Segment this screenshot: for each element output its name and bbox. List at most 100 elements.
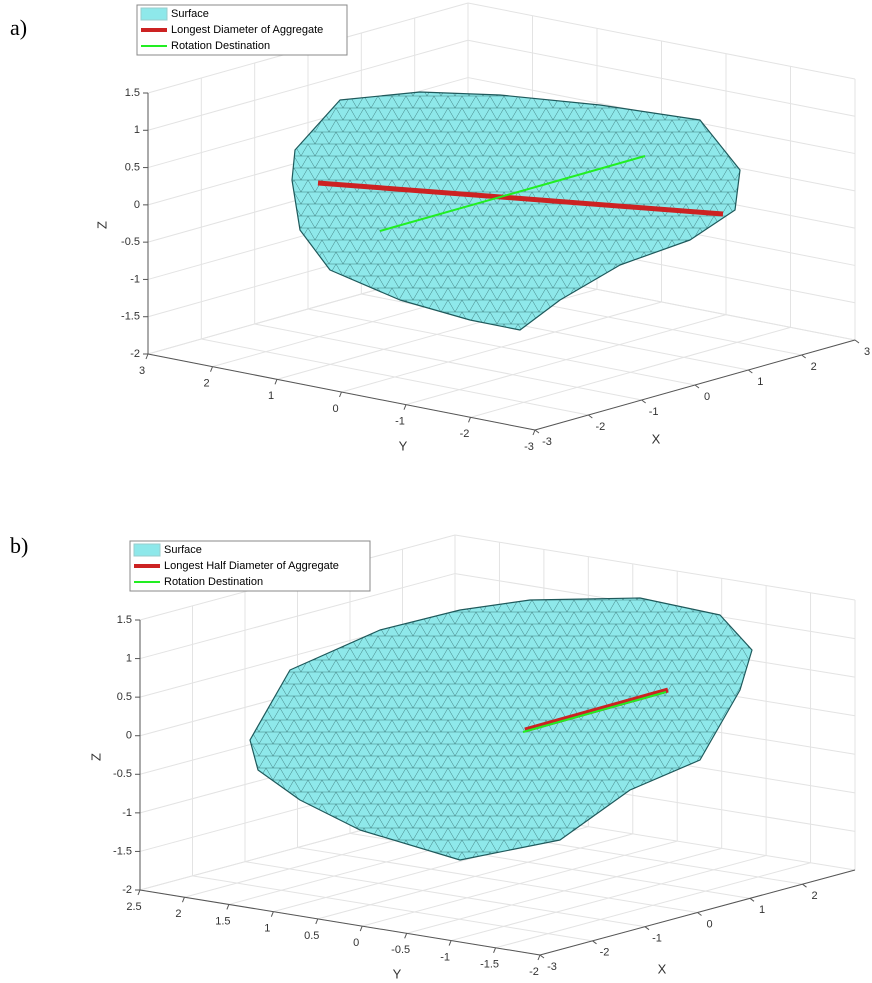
y-tick [274,379,278,385]
z-tick-label: -2 [122,884,132,896]
legend-swatch [133,543,161,557]
grid-line [406,847,722,934]
y-tick-label: 1 [268,390,274,402]
y-tick-label: -3 [524,441,534,453]
x-tick-label: -1 [649,406,659,418]
y-tick [270,911,274,917]
z-tick-label: -2 [130,348,140,360]
z-tick-label: 1 [126,652,132,664]
legend-swatch [140,7,168,21]
grid-line [467,2,856,80]
y-tick [137,889,141,896]
x-tick [697,912,702,916]
x-tick-label: 2 [811,890,817,902]
y-tick [359,925,363,932]
y-tick [448,940,452,946]
legend-entry: Surface [171,8,209,20]
y-tick-label: 0 [332,403,338,415]
panel-a: a) -3 -2 -1 0 1 2 3 -3 -2 -1 0 1 2 3 -2 -1.5 -1 -0.5 0 0.5 1 1… [10,2,870,453]
x-tick-label: -3 [542,436,552,448]
z-axis-label: Z [88,753,103,761]
y-axis-label: Y [393,966,402,981]
y-tick-label: -1 [395,416,405,428]
legend-box [136,4,348,56]
grid-line [341,301,662,393]
x-tick-label: -3 [547,961,557,973]
legend-box [129,540,371,592]
y-tick [537,954,541,961]
legend-entry: Surface [164,544,202,556]
z-tick-label: 0 [134,199,140,211]
z-tick-label: 1.5 [125,87,140,99]
z-tick-label: 1 [134,124,140,136]
z-tick-label: -1 [130,273,140,285]
y-tick [468,417,471,423]
z-axis-label: Z [94,221,109,229]
z-tick-label: 0 [126,730,132,742]
legend-entry: Longest Diameter of Aggregate [171,24,323,36]
y-tick [339,391,342,398]
x-tick-label: 2 [811,361,817,373]
y-tick [493,947,497,953]
x-tick [592,940,597,945]
y-tick-label: 1 [264,923,270,935]
y-axis-label: Y [399,438,408,453]
y-tick [210,366,213,372]
z-tick-label: -1 [122,807,132,819]
x-tick-label: -2 [595,421,605,433]
rotation-line [522,691,667,733]
grid-line [467,39,856,117]
grid-line [147,39,469,131]
x-tick-label: 1 [757,376,763,388]
y-tick-label: 2 [175,908,181,920]
rotation-line [379,155,646,232]
x-tick-label: 0 [706,918,712,930]
grid-line [405,314,727,406]
z-tick-label: -1.5 [121,311,140,323]
grid-line [297,847,698,913]
legend-entry: Rotation Destination [171,40,270,52]
x-tick-label: -2 [600,947,610,959]
y-tick [315,918,319,925]
x-axis-label: X [658,961,667,976]
z-tick-label: 0.5 [125,161,140,173]
x-tick [588,414,593,419]
x-tick-label: 0 [704,391,710,403]
panel-b: b) -3 -2 -1 0 1 2 -2 -1.5 -1 -0.5 0 0.5 1 1.5 2 2.5 -2 -1.… [10,533,856,981]
diameter-line [524,687,669,733]
z-tick-label: -0.5 [113,768,132,780]
legend-entry: Longest Half Diameter of Aggregate [164,560,339,572]
x-axis-label: X [652,431,661,446]
y-axis [139,889,541,956]
grid-line [495,862,811,949]
y-tick-label: 1.5 [215,915,230,927]
y-tick-label: 0 [353,937,359,949]
y-tick-label: -2 [460,428,470,440]
grid-line [454,534,856,601]
grid-line [244,861,646,928]
y-tick-label: -1 [440,951,450,963]
y-tick-label: -0.5 [391,944,410,956]
panel-label: a) [10,15,27,40]
grid-line [362,840,678,927]
y-tick [403,404,407,410]
diameter-line [317,180,724,217]
z-tick-label: -1.5 [113,845,132,857]
x-tick [694,384,700,389]
z-tick-label: 0.5 [117,691,132,703]
y-tick [181,897,185,903]
surface-mesh [292,92,740,330]
x-tick-label: 3 [864,346,870,358]
surface-mesh [250,598,752,860]
x-tick-label: -1 [652,933,662,945]
x-tick [641,399,646,404]
grid-line [139,573,456,660]
y-tick [145,353,149,360]
panel-label: b) [10,533,28,558]
grid-line [317,833,633,920]
x-tick [534,429,540,434]
x-tick [644,926,650,931]
x-tick [802,883,807,888]
y-tick-label: 2 [203,378,209,390]
